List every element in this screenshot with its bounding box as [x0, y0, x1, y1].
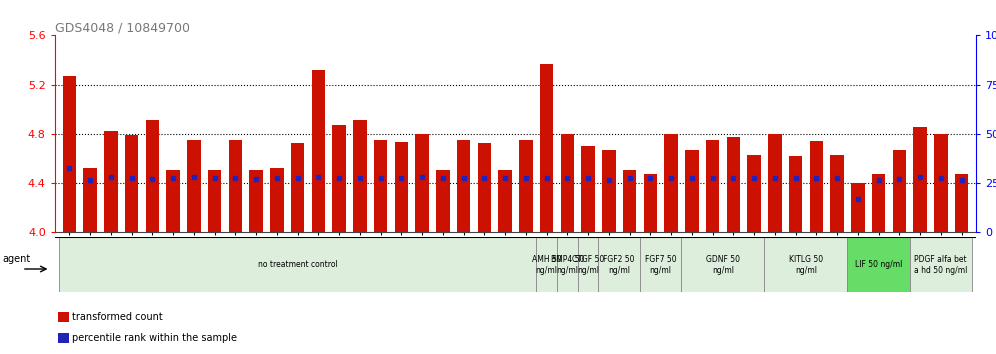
Bar — [726, 137, 740, 232]
Text: PDGF alfa bet
a hd 50 ng/ml: PDGF alfa bet a hd 50 ng/ml — [914, 255, 967, 275]
Bar — [664, 133, 678, 232]
Bar — [810, 141, 823, 232]
Bar — [498, 171, 512, 232]
Bar — [84, 168, 97, 232]
Bar — [934, 133, 947, 232]
Text: LIF 50 ng/ml: LIF 50 ng/ml — [855, 260, 902, 269]
Text: GDS4048 / 10849700: GDS4048 / 10849700 — [55, 21, 190, 34]
Bar — [639, 237, 681, 292]
Bar — [557, 237, 578, 292]
Bar — [145, 120, 159, 232]
Text: FGF7 50
ng/ml: FGF7 50 ng/ml — [644, 255, 676, 275]
Bar — [374, 140, 387, 232]
Bar — [228, 140, 242, 232]
Bar — [578, 237, 599, 292]
Bar — [104, 131, 118, 232]
Bar — [166, 171, 180, 232]
Bar — [394, 142, 408, 232]
Text: GDNF 50
ng/ml: GDNF 50 ng/ml — [706, 255, 740, 275]
Bar — [602, 150, 616, 232]
Text: transformed count: transformed count — [72, 312, 162, 322]
Bar — [58, 332, 69, 343]
Bar — [848, 237, 909, 292]
Bar — [599, 237, 639, 292]
Bar — [249, 171, 263, 232]
Text: BMP4 50
ng/ml: BMP4 50 ng/ml — [551, 255, 584, 275]
Bar — [685, 150, 698, 232]
Bar — [643, 174, 657, 232]
Bar — [851, 183, 865, 232]
Text: agent: agent — [3, 254, 31, 264]
Bar — [63, 76, 76, 232]
Bar — [187, 140, 200, 232]
Bar — [561, 133, 574, 232]
Bar — [789, 156, 803, 232]
Bar — [519, 140, 533, 232]
Bar — [457, 140, 470, 232]
Bar — [955, 174, 968, 232]
Bar — [59, 237, 536, 292]
Bar — [312, 70, 325, 232]
Bar — [536, 237, 557, 292]
Bar — [208, 171, 221, 232]
Bar — [270, 168, 284, 232]
Bar — [747, 154, 761, 232]
Text: KITLG 50
ng/ml: KITLG 50 ng/ml — [789, 255, 823, 275]
Bar — [477, 143, 491, 232]
Bar — [415, 133, 429, 232]
Bar — [831, 154, 844, 232]
Bar — [333, 125, 346, 232]
Bar — [622, 171, 636, 232]
Bar — [582, 146, 595, 232]
Bar — [872, 174, 885, 232]
Bar — [706, 140, 719, 232]
Bar — [892, 150, 906, 232]
Text: percentile rank within the sample: percentile rank within the sample — [72, 333, 236, 343]
Text: no treatment control: no treatment control — [258, 260, 338, 269]
Bar — [291, 143, 305, 232]
Bar — [768, 133, 782, 232]
Bar — [913, 127, 927, 232]
Text: CTGF 50
ng/ml: CTGF 50 ng/ml — [572, 255, 605, 275]
Bar — [540, 64, 554, 232]
Bar — [124, 135, 138, 232]
Bar — [353, 120, 367, 232]
Bar — [909, 237, 972, 292]
Bar — [436, 171, 449, 232]
Bar — [681, 237, 765, 292]
Bar — [58, 312, 69, 322]
Text: AMH 50
ng/ml: AMH 50 ng/ml — [532, 255, 562, 275]
Text: FGF2 50
ng/ml: FGF2 50 ng/ml — [604, 255, 634, 275]
Bar — [765, 237, 848, 292]
